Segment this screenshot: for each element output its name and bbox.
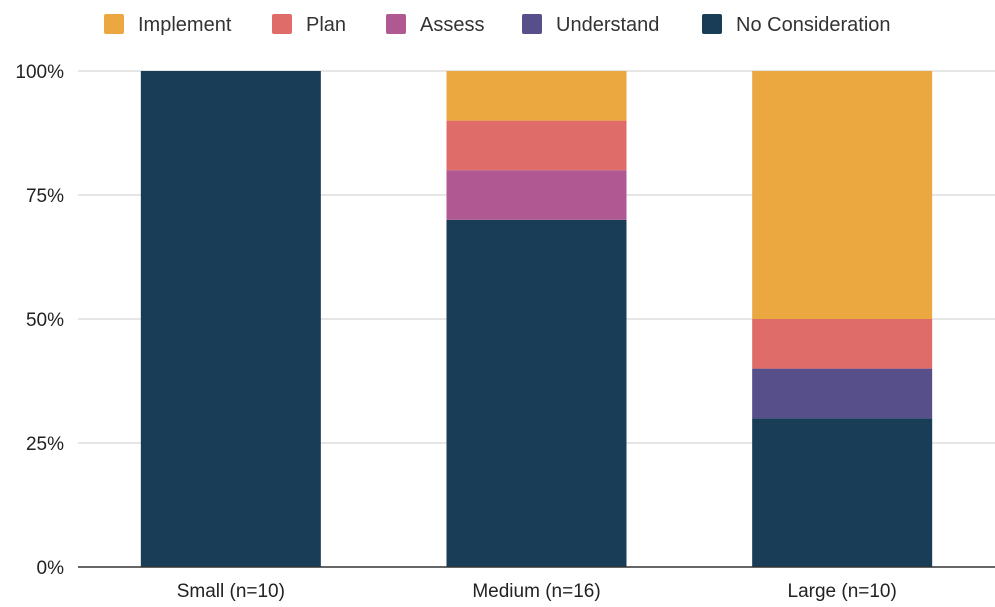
y-tick-label-75: 75% bbox=[26, 186, 64, 207]
bar-medium-n-16-assess bbox=[446, 170, 627, 220]
bar-medium-n-16-implement bbox=[446, 71, 627, 121]
bar-large-n-10-plan bbox=[752, 319, 933, 369]
legend-swatch-understand bbox=[522, 14, 542, 34]
legend-swatch-implement bbox=[104, 14, 124, 34]
bar-small-n-10-no-consideration bbox=[140, 71, 321, 567]
bar-large-n-10-implement bbox=[752, 71, 933, 319]
legend-label-plan: Plan bbox=[306, 14, 346, 36]
x-tick-label-medium-n-16: Medium (n=16) bbox=[472, 581, 600, 602]
legend-swatch-no-consideration bbox=[702, 14, 722, 34]
bar-large-n-10-understand bbox=[752, 368, 933, 419]
legend-label-understand: Understand bbox=[556, 14, 659, 36]
y-tick-label-50: 50% bbox=[26, 310, 64, 331]
legend-label-implement: Implement bbox=[138, 14, 232, 36]
y-tick-label-0: 0% bbox=[37, 558, 65, 579]
y-tick-label-100: 100% bbox=[15, 62, 64, 83]
bar-large-n-10-no-consideration bbox=[752, 418, 933, 567]
x-tick-label-large-n-10: Large (n=10) bbox=[788, 581, 897, 602]
legend-swatch-plan bbox=[272, 14, 292, 34]
legend-swatch-assess bbox=[386, 14, 406, 34]
y-tick-label-25: 25% bbox=[26, 434, 64, 455]
bar-medium-n-16-plan bbox=[446, 120, 627, 171]
x-tick-label-small-n-10: Small (n=10) bbox=[177, 581, 285, 602]
legend-label-assess: Assess bbox=[420, 14, 484, 36]
legend: Implement Plan Assess Understand No Consider… bbox=[104, 14, 891, 36]
bars: Small (n=10) Medium (n=16) Large (n=10) bbox=[140, 71, 933, 602]
legend-label-no-consideration: No Consideration bbox=[736, 14, 891, 36]
bar-medium-n-16-no-consideration bbox=[446, 219, 627, 568]
